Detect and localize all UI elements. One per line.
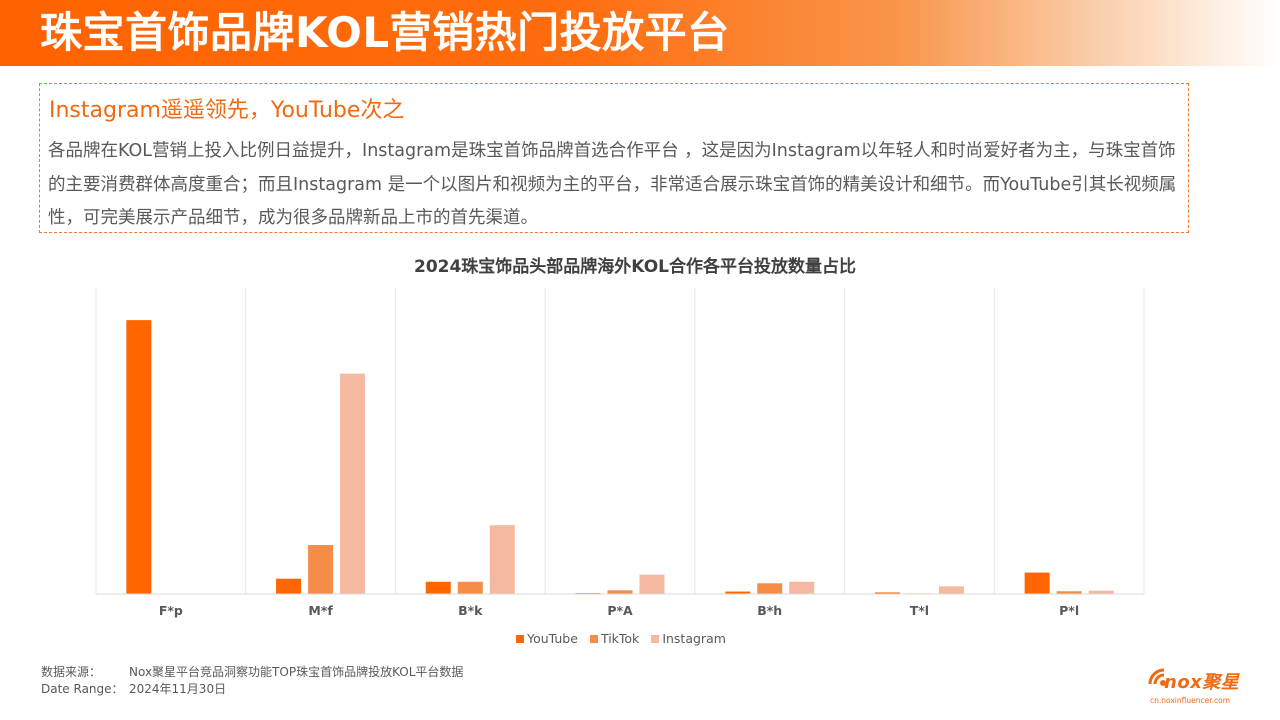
legend-item-instagram: Instagram (651, 631, 726, 646)
bar-tiktok-1 (308, 545, 334, 594)
x-tick-label: M*f (308, 603, 333, 618)
legend-item-tiktok: TikTok (589, 631, 640, 646)
chart-title: 2024珠宝饰品头部品牌海外KOL合作各平台投放数量占比 (413, 257, 856, 277)
data-source-text: Nox聚星平台竞品洞察功能TOP珠宝首饰品牌投放KOL平台数据 (129, 665, 464, 679)
nox-logo: nox聚星 cn.noxinfluencer.com (1146, 660, 1246, 710)
bar-tiktok-6 (1056, 591, 1082, 594)
x-tick-label: F*p (159, 603, 183, 618)
bar-instagram-5 (938, 586, 964, 594)
bar-tiktok-2 (457, 581, 483, 594)
date-range-label: Date Range： (41, 682, 124, 696)
page-title: 珠宝首饰品牌KOL营销热门投放平台 (40, 8, 730, 57)
x-tick-label: P*A (607, 603, 633, 618)
x-tick-label: T*l (910, 603, 929, 618)
bar-youtube-0 (126, 320, 152, 594)
bar-youtube-6 (1024, 572, 1050, 594)
legend-label: Instagram (662, 631, 726, 646)
chart-legend: YouTube TikTok Instagram (0, 631, 1242, 646)
callout-heading: Instagram遥遥领先，YouTube次之 (49, 98, 405, 123)
date-range-note: Date Range： 2024年11月30日 (41, 681, 226, 698)
signal-arcs-icon (1148, 668, 1166, 686)
x-tick-label: B*k (458, 603, 483, 618)
legend-label: TikTok (600, 631, 640, 646)
bar-instagram-3 (639, 574, 665, 594)
insight-callout: Instagram遥遥领先，YouTube次之 各品牌在KOL营销上投入比例日益… (39, 83, 1189, 233)
bar-tiktok-4 (757, 583, 783, 594)
header-banner (0, 0, 1280, 66)
bar-instagram-2 (489, 525, 515, 594)
logo-url: cn.noxinfluencer.com (1150, 696, 1231, 705)
bar-tiktok-3 (607, 590, 633, 594)
legend-swatch (589, 634, 598, 643)
bar-youtube-1 (276, 578, 302, 594)
data-source-label: 数据来源： (41, 665, 102, 679)
logo-wordmark: nox聚星 (1164, 672, 1240, 693)
callout-body: 各品牌在KOL营销上投入比例日益提升，Instagram是珠宝首饰品牌首选合作平… (48, 141, 1177, 228)
x-tick-label: P*l (1059, 603, 1079, 618)
data-source-note: 数据来源： Nox聚星平台竞品洞察功能TOP珠宝首饰品牌投放KOL平台数据 (41, 664, 463, 681)
bar-youtube-5 (874, 592, 900, 594)
date-range-text: 2024年11月30日 (129, 682, 227, 696)
bar-instagram-1 (340, 373, 366, 594)
bar-youtube-2 (425, 581, 451, 594)
legend-swatch (651, 634, 660, 643)
bar-youtube-4 (725, 591, 751, 594)
bar-instagram-4 (789, 581, 815, 594)
legend-swatch (516, 634, 525, 643)
x-tick-label: B*h (757, 603, 782, 618)
legend-label: YouTube (527, 631, 578, 646)
bar-instagram-6 (1088, 590, 1114, 594)
legend-item-youtube: YouTube (516, 631, 578, 646)
